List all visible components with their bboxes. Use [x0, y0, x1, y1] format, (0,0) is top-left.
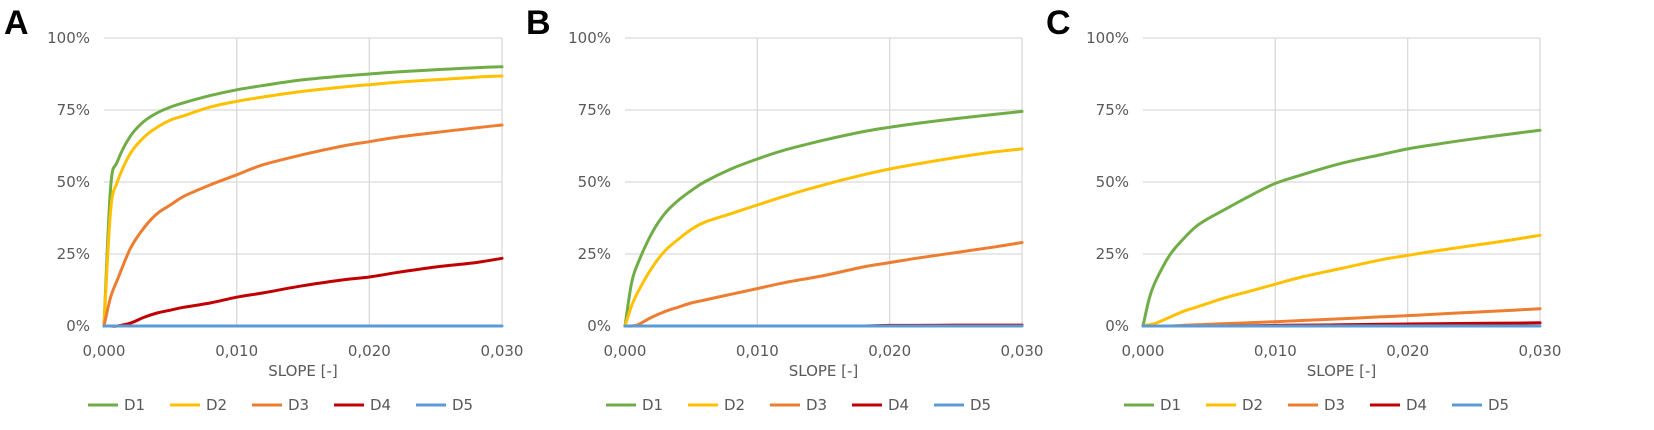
series-line-d2 [102, 74, 504, 328]
legend-label-d3: D3 [806, 396, 827, 414]
legend-label-d2: D2 [1242, 396, 1263, 414]
series-line-d3 [623, 241, 1024, 328]
panel-letter: A [4, 4, 29, 42]
series-line-d4 [102, 256, 504, 328]
panel-letter: C [1046, 4, 1071, 42]
legend-label-d4: D4 [370, 396, 391, 414]
legend-label-d5: D5 [1488, 396, 1509, 414]
legend-label-d5: D5 [970, 396, 991, 414]
y-tick-label: 50% [578, 173, 611, 191]
series-line-d1 [623, 109, 1024, 328]
series-line-d2 [1141, 233, 1542, 328]
x-axis-label: SLOPE [-] [268, 362, 338, 380]
legend-label-d1: D1 [1160, 396, 1181, 414]
x-tick-label: 0,000 [83, 342, 126, 360]
x-tick-label: 0,020 [868, 342, 911, 360]
x-tick-label: 0,030 [481, 342, 524, 360]
x-tick-label: 0,030 [1001, 342, 1044, 360]
series-line-d3 [102, 123, 504, 328]
y-tick-label: 0% [1105, 317, 1129, 335]
legend-label-d1: D1 [642, 396, 663, 414]
chart-panel-c: C 0% 25% 50% 75% 100% 0,000 0,010 0,020 0,030 SLOP… [1046, 4, 1561, 414]
x-axis-label: SLOPE [-] [1307, 362, 1377, 380]
chart-panel-a: A 0% 25% 50% 75% 100% 0,000 0,010 0,020 0,030 SLOP… [4, 4, 523, 414]
y-tick-label: 50% [1096, 173, 1129, 191]
x-axis-label: SLOPE [-] [789, 362, 859, 380]
x-tick-label: 0,010 [215, 342, 258, 360]
x-tick-label: 0,020 [1386, 342, 1429, 360]
legend-label-d1: D1 [124, 396, 145, 414]
series-line-d2 [623, 147, 1024, 328]
y-tick-label: 100% [568, 29, 611, 47]
y-tick-label: 100% [1086, 29, 1129, 47]
legend-label-d4: D4 [888, 396, 909, 414]
legend-label-d2: D2 [206, 396, 227, 414]
legend-label-d3: D3 [288, 396, 309, 414]
legend-label-d4: D4 [1406, 396, 1427, 414]
chart-panel-b: B 0% 25% 50% 75% 100% 0,000 0,010 0,020 0,030 SLOP… [526, 4, 1043, 414]
legend-label-d3: D3 [1324, 396, 1345, 414]
y-tick-label: 25% [57, 245, 90, 263]
y-tick-label: 75% [1096, 101, 1129, 119]
y-tick-label: 0% [587, 317, 611, 335]
legend-label-d5: D5 [452, 396, 473, 414]
x-tick-label: 0,000 [604, 342, 647, 360]
x-tick-label: 0,020 [348, 342, 391, 360]
y-tick-label: 0% [66, 317, 90, 335]
x-tick-label: 0,010 [1254, 342, 1297, 360]
y-tick-label: 25% [578, 245, 611, 263]
series-line-d1 [102, 65, 504, 328]
x-tick-label: 0,010 [736, 342, 779, 360]
y-tick-label: 50% [57, 173, 90, 191]
y-tick-label: 75% [57, 101, 90, 119]
y-tick-label: 100% [47, 29, 90, 47]
legend-label-d2: D2 [724, 396, 745, 414]
y-tick-label: 75% [578, 101, 611, 119]
x-tick-label: 0,000 [1122, 342, 1165, 360]
y-tick-label: 25% [1096, 245, 1129, 263]
x-tick-label: 0,030 [1519, 342, 1562, 360]
series-line-d1 [1141, 128, 1542, 328]
panel-letter: B [526, 4, 551, 42]
